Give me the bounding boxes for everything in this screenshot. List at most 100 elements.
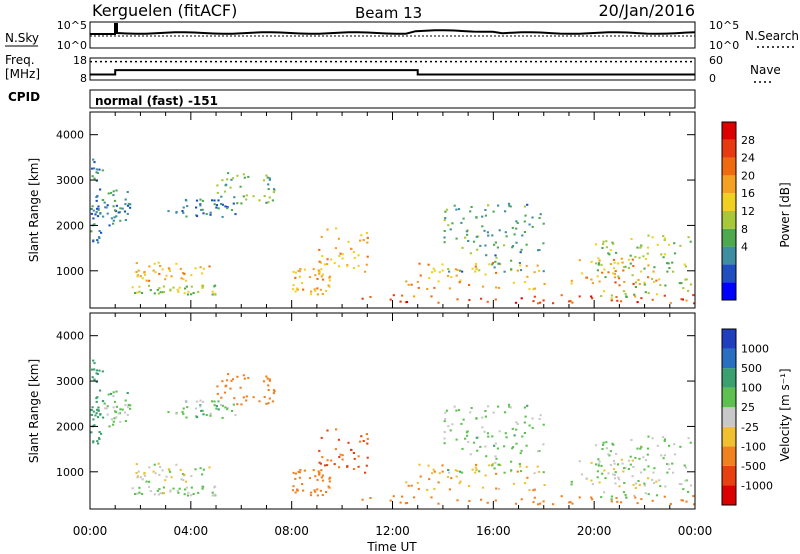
noise-panel [89,21,696,49]
velocity-cell [99,413,102,416]
power-cell [272,191,275,194]
velocity-cell [100,432,103,435]
velocity-cell [683,464,686,467]
power-cell [178,286,181,289]
velocity-cell [158,488,161,491]
power-cell [330,258,333,261]
cpid-value: normal (fast) -151 [95,94,218,108]
velocity-cell [447,425,450,428]
colorbar-frame [721,328,737,506]
velocity-cell [467,441,470,443]
velocity-cell [236,375,239,378]
power-cell [136,291,139,294]
velocity-cell [115,416,118,419]
velocity-cell [475,469,478,472]
power-cell [115,189,118,192]
velocity-cell [570,483,573,486]
power-cell [618,284,621,287]
velocity-cell [413,496,416,499]
power-cell [267,188,270,190]
velocity-cell [419,475,422,478]
power-cell [491,234,494,237]
power-cell [201,272,204,275]
power-cell [407,283,410,286]
power-cell [199,198,202,201]
velocity-cell [110,418,113,421]
power-cell [292,270,295,273]
power-cell [366,241,369,244]
power-cell [137,269,140,272]
power-cell [523,231,526,233]
velocity-cell [350,449,353,451]
velocity-cell [647,493,650,496]
velocity-cell [433,470,436,473]
power-cell [115,204,118,207]
velocity-cell [455,409,458,412]
velocity-cell [537,450,540,453]
velocity-cell [594,444,598,447]
power-cell [605,240,608,243]
velocity-cell [226,407,229,409]
velocity-cell [590,479,593,482]
velocity-cell [508,405,511,408]
velocity-cell [494,461,497,464]
velocity-cell [462,418,465,421]
power-cell [494,254,497,257]
power-cell [143,273,147,276]
power-cell [225,183,228,186]
power-cell [93,161,96,164]
velocity-cell [318,473,321,476]
power-cell [413,295,416,298]
power-cell [265,201,268,204]
velocity-cell [221,404,224,407]
velocity-cell [213,400,216,403]
velocity-cell [617,476,620,479]
power-cell [471,267,474,270]
power-cell [99,188,102,191]
velocity-cell [310,491,313,494]
velocity-cell [220,396,223,399]
velocity-cell [175,412,178,415]
velocity-cell [504,432,507,435]
velocity-cell [672,471,675,474]
velocity-cell [456,499,459,502]
velocity-cell [149,490,152,493]
power-cell [91,205,94,208]
power-cell [441,269,444,272]
velocity-cell [145,480,148,483]
power-cell [692,294,695,297]
power-cell [571,301,574,304]
power-cell [523,220,526,223]
velocity-cell [405,502,409,504]
power-cell [211,290,214,293]
freq-unit-label: [MHz] [5,67,40,81]
freq-label: Freq. [5,53,35,67]
power-cell [268,196,271,199]
power-cell [112,190,115,193]
power-cell [314,289,317,292]
power-cell [301,282,304,285]
velocity-cell [465,431,468,434]
velocity-cell [401,495,404,498]
power-cell [693,302,696,305]
power-cell [495,271,498,274]
power-cell [98,168,101,171]
velocity-cell [476,449,479,452]
velocity-cell [399,501,402,504]
power-cell [600,263,603,266]
power-cell [663,253,666,256]
velocity-cell [474,466,477,469]
power-cell [405,280,408,283]
power-cell [537,249,540,252]
colorbar-swatch [722,157,736,176]
power-cell [205,213,208,215]
power-cell [199,203,202,206]
velocity-cell [126,405,130,408]
velocity-cell [669,503,672,505]
power-cell [443,219,446,222]
power-cell [95,196,98,199]
power-cell [560,294,563,297]
velocity-cell [446,475,450,478]
velocity-cell [321,494,324,496]
power-cell [539,301,542,304]
